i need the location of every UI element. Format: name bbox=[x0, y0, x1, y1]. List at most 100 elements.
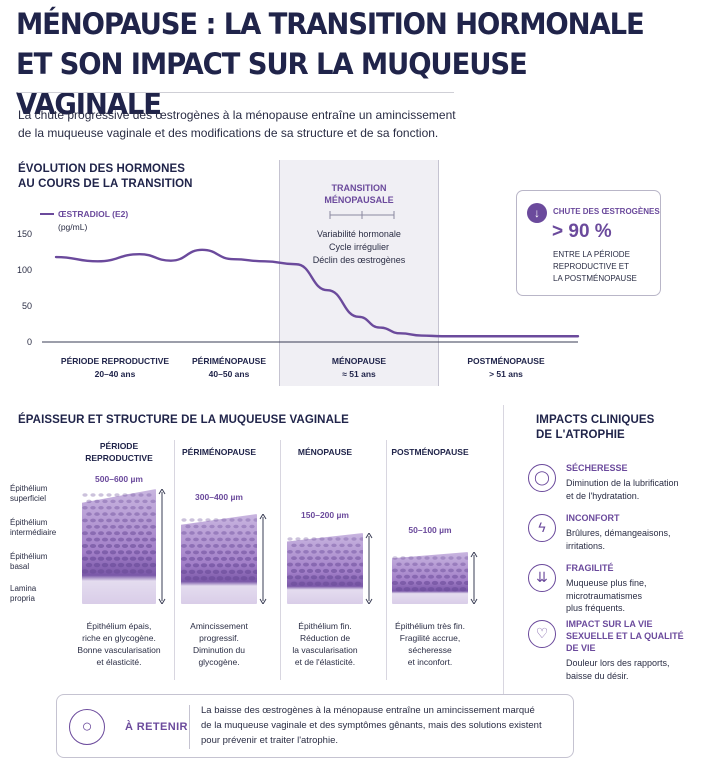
page-title: MÉNOPAUSE : LA TRANSITION HORMONALE ET S… bbox=[16, 4, 648, 124]
stage-description-line: Épithélium très fin. bbox=[395, 621, 465, 631]
layer-label-line: superficiel bbox=[10, 494, 47, 503]
impact-text-line: Douleur lors des rapports, bbox=[566, 658, 670, 668]
thickness-arrow-icon bbox=[470, 552, 478, 604]
tissue-illustration bbox=[287, 533, 363, 604]
stage-description: Amincissement progressif. Diminution du gly… bbox=[169, 620, 269, 668]
transition-label: TRANSITION MÉNOPAUSALE Variabilité hormo… bbox=[279, 182, 439, 267]
impact-title-line: DE VIE bbox=[566, 643, 596, 653]
layer-label-line: Lamina bbox=[10, 584, 37, 593]
x-category-range: ≈ 51 ans bbox=[342, 369, 376, 379]
page-title-line1: MÉNOPAUSE : LA TRANSITION HORMONALE bbox=[16, 7, 645, 41]
stat-desc-line: ENTRE LA PÉRIODE bbox=[553, 250, 630, 259]
intro-line1: La chute progressive des œstrogènes à la… bbox=[18, 108, 456, 122]
transition-item: Cycle irrégulier bbox=[328, 242, 390, 252]
hormones-heading-line1: ÉVOLUTION DES HORMONES bbox=[18, 163, 186, 175]
impact-title-line: INCONFORT bbox=[566, 513, 620, 523]
estradiol-chart: 0 50 100 150 PÉRIODE REPRODUCTIVE 20–40 ans PÉ… bbox=[17, 229, 580, 379]
x-category-label: MÉNOPAUSE bbox=[332, 356, 386, 366]
series-line-estradiol bbox=[54, 248, 580, 338]
layer-label-superficial: Épithélium superficiel bbox=[10, 484, 47, 504]
stage-description: Épithélium très fin. Fragilité accrue, séc… bbox=[380, 620, 480, 668]
key-takeaway-text: La baisse des œstrogènes à la ménopause … bbox=[201, 703, 567, 748]
impact-item: FRAGILITÉ Muqueuse plus fine, microtraumat… bbox=[566, 562, 696, 615]
stage-description-line: Épithélium épais, bbox=[86, 621, 152, 631]
y-tick-label: 50 bbox=[22, 301, 32, 311]
impacts-heading-line2: DE L'ATROPHIE bbox=[536, 429, 625, 441]
impact-title-line: SEXUELLE ET LA QUALITÉ bbox=[566, 631, 684, 641]
stage-description-line: progressif. bbox=[199, 633, 239, 643]
layer-label-line: Épithélium bbox=[10, 552, 48, 561]
stage-description-line: Réduction de bbox=[299, 633, 351, 643]
legend-label: ŒSTRADIOL (E2) bbox=[58, 209, 129, 219]
layer-label-line: intermédiaire bbox=[10, 528, 57, 537]
stage-description-line: Diminution du bbox=[193, 645, 245, 655]
intro-text: La chute progressive des œstrogènes à la… bbox=[18, 106, 488, 142]
stage-description: Épithélium fin. Réduction de la vascularis… bbox=[275, 620, 375, 668]
stage-title-line: MÉNOPAUSE bbox=[297, 447, 353, 457]
x-category-label: PÉRIODE REPRODUCTIVE bbox=[61, 356, 169, 366]
stat-desc-line: REPRODUCTIVE ET bbox=[553, 262, 630, 271]
stage-description-line: riche en glycogène. bbox=[82, 633, 156, 643]
stage-title-line: REPRODUCTIVE bbox=[85, 453, 153, 463]
stat-desc-line: LA POSTMÉNOPAUSE bbox=[553, 274, 637, 283]
x-category-label: POSTMÉNOPAUSE bbox=[467, 356, 545, 366]
hormones-heading-line2: AU COURS DE LA TRANSITION bbox=[18, 178, 193, 190]
stage-description-line: sécheresse bbox=[408, 645, 452, 655]
stage-title: PÉRIMÉNOPAUSE bbox=[171, 446, 267, 458]
key-takeaway-divider bbox=[189, 705, 190, 749]
transition-item: Déclin des œstrogènes bbox=[312, 255, 406, 265]
layer-label-line: propria bbox=[10, 594, 35, 603]
impact-text-line: microtraumatismes bbox=[566, 590, 643, 601]
stage-title-line: PÉRIMÉNOPAUSE bbox=[182, 447, 256, 457]
transition-title-line1: TRANSITION bbox=[331, 183, 387, 193]
x-category-range: 40–50 ans bbox=[209, 369, 250, 379]
stat-label: CHUTE DES ŒSTROGÈNES bbox=[553, 207, 660, 216]
impact-item: INCONFORT Brûlures, démangeaisons, irritat… bbox=[566, 512, 696, 552]
key-takeaway-label: À RETENIR bbox=[125, 721, 188, 733]
arrows-down-icon: ⇊ bbox=[528, 564, 556, 592]
transition-range-marker bbox=[329, 211, 395, 219]
impact-title-line: SÉCHERESSE bbox=[566, 463, 628, 473]
stage-description-line: la vascularisation bbox=[292, 645, 358, 655]
title-divider bbox=[18, 92, 454, 93]
impacts-heading-line1: IMPACTS CLINIQUES bbox=[536, 414, 655, 426]
thickness-arrow-icon bbox=[259, 514, 267, 604]
key-takeaway-line: de la muqueuse vaginale et des symptômes… bbox=[201, 720, 542, 731]
stage-title-line: PÉRIODE bbox=[99, 441, 139, 451]
stage-divider bbox=[386, 440, 387, 680]
thickness-arrow-icon bbox=[158, 489, 166, 604]
layer-label-line: basal bbox=[10, 562, 30, 571]
arrow-down-icon: ↓ bbox=[527, 203, 547, 223]
impact-item: IMPACT SUR LA VIE SEXUELLE ET LA QUALITÉ D… bbox=[566, 618, 696, 682]
hormones-heading: ÉVOLUTION DES HORMONES AU COURS DE LA TR… bbox=[18, 162, 193, 192]
stage-thickness: 500–600 µm bbox=[95, 474, 143, 484]
layer-label-intermediate: Épithélium intermédiaire bbox=[10, 518, 56, 538]
key-takeaway-line: pour prévenir et traiter l'atrophie. bbox=[201, 735, 338, 746]
stage-title: PÉRIODE REPRODUCTIVE bbox=[72, 440, 166, 464]
stat-description: ENTRE LA PÉRIODE REPRODUCTIVE ET LA POST… bbox=[553, 249, 637, 285]
intro-line2: de la muqueuse vaginale et des modificat… bbox=[18, 126, 439, 140]
stage-description-line: et élasticité. bbox=[96, 657, 142, 667]
key-takeaway-box: ○ À RETENIR La baisse des œstrogènes à l… bbox=[56, 694, 574, 758]
transition-title-line2: MÉNOPAUSALE bbox=[324, 195, 394, 205]
tissue-illustration bbox=[82, 489, 156, 604]
impact-item: SÉCHERESSE Diminution de la lubrification… bbox=[566, 462, 696, 502]
tissue-illustration bbox=[181, 514, 257, 604]
y-tick-label: 100 bbox=[17, 265, 32, 275]
impacts-heading: IMPACTS CLINIQUES DE L'ATROPHIE bbox=[536, 413, 654, 443]
stage-description-line: Épithélium fin. bbox=[298, 621, 352, 631]
stat-card: ↓ CHUTE DES ŒSTROGÈNES > 90 % ENTRE LA P… bbox=[516, 190, 661, 296]
layer-label-line: Épithélium bbox=[10, 484, 48, 493]
layer-label-line: Épithélium bbox=[10, 518, 48, 527]
key-takeaway-line: La baisse des œstrogènes à la ménopause … bbox=[201, 705, 535, 716]
heart-icon: ♡ bbox=[528, 620, 556, 648]
stage-thickness: 150–200 µm bbox=[301, 510, 349, 520]
droplet-icon: ◯ bbox=[528, 464, 556, 492]
stage-description-line: Bonne vascularisation bbox=[77, 645, 161, 655]
impact-text-line: et de l'hydratation. bbox=[566, 490, 640, 501]
impact-title-line: IMPACT SUR LA VIE bbox=[566, 619, 653, 629]
stage-divider bbox=[174, 440, 175, 680]
stat-value: > 90 % bbox=[552, 221, 612, 242]
impact-text-line: plus fréquents. bbox=[566, 603, 626, 613]
stage-description-line: glycogène. bbox=[198, 657, 240, 667]
